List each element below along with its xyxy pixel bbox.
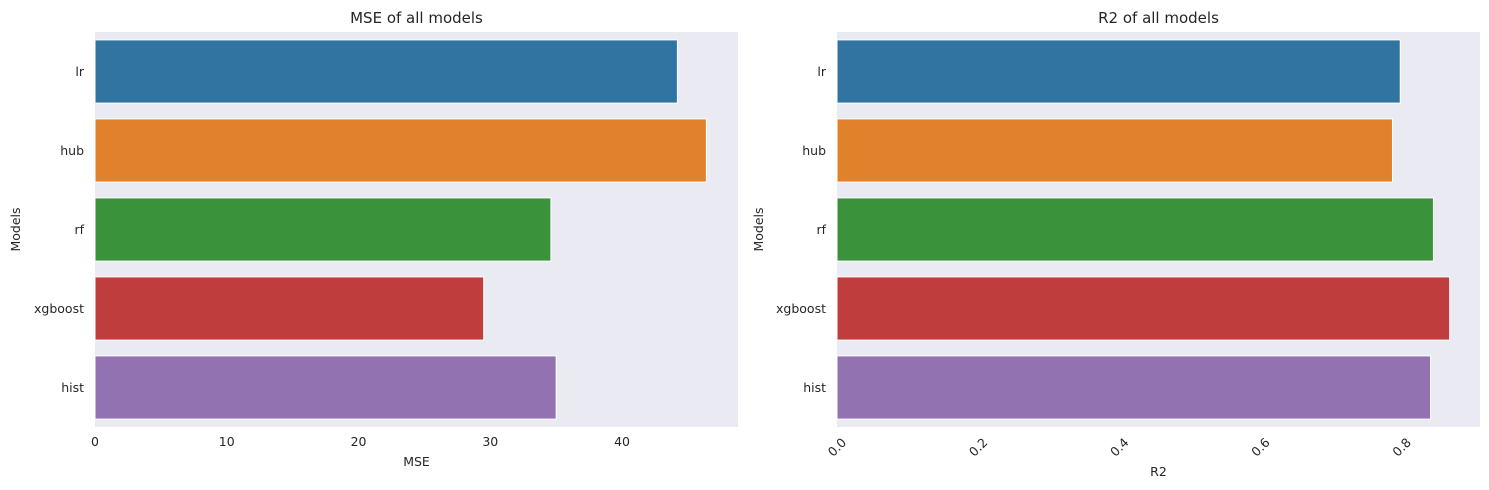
mse-y-tick-label: xgboost (34, 301, 84, 316)
r2-y-tick-label: xgboost (776, 301, 826, 316)
r2-bar-hist (836, 355, 1432, 420)
r2-x-tick-label: 0.8 (1389, 435, 1414, 460)
mse-bar-xgboost (94, 276, 485, 341)
r2-chart: lr hub rf xgboost hist 0.0 0.2 0.4 0.6 0.8 R2 of… (751, 9, 1480, 479)
mse-chart-title: MSE of all models (350, 9, 483, 27)
mse-chart: lr hub rf xgboost hist 0 10 20 30 40 MSE of all … (8, 9, 738, 469)
mse-x-tick-label: 30 (482, 434, 498, 449)
mse-y-tick-label: rf (74, 222, 84, 237)
mse-bar-lr (94, 39, 678, 104)
r2-bar-hub (836, 118, 1393, 183)
r2-chart-title: R2 of all models (1098, 9, 1219, 27)
mse-y-tick-label: hist (61, 380, 84, 395)
mse-y-tick-label: lr (75, 64, 84, 79)
r2-y-tick-label: hist (803, 380, 826, 395)
r2-x-tick-label: 0.4 (1107, 435, 1132, 460)
mse-bar-hub (94, 118, 707, 183)
mse-bar-rf (94, 197, 552, 262)
mse-y-axis-label: Models (8, 207, 23, 251)
r2-bar-xgboost (836, 276, 1451, 341)
mse-y-tick-label: hub (60, 143, 84, 158)
mse-x-axis-label: MSE (403, 454, 430, 469)
r2-y-tick-label: rf (816, 222, 826, 237)
r2-y-axis-label: Models (751, 207, 766, 251)
r2-x-tick-label: 0.0 (825, 435, 850, 460)
r2-y-tick-label: hub (802, 143, 826, 158)
r2-bar-rf (836, 197, 1434, 262)
r2-x-tick-label: 0.2 (966, 435, 991, 460)
r2-y-tick-label: lr (817, 64, 826, 79)
r2-x-axis-label: R2 (1150, 464, 1167, 479)
mse-x-tick-label: 20 (351, 434, 367, 449)
mse-x-tick-label: 0 (91, 434, 99, 449)
r2-x-tick-label: 0.6 (1248, 435, 1273, 460)
mse-x-tick-label: 10 (219, 434, 235, 449)
mse-x-tick-label: 40 (614, 434, 630, 449)
mse-bar-hist (94, 355, 557, 420)
r2-bar-lr (836, 39, 1401, 104)
